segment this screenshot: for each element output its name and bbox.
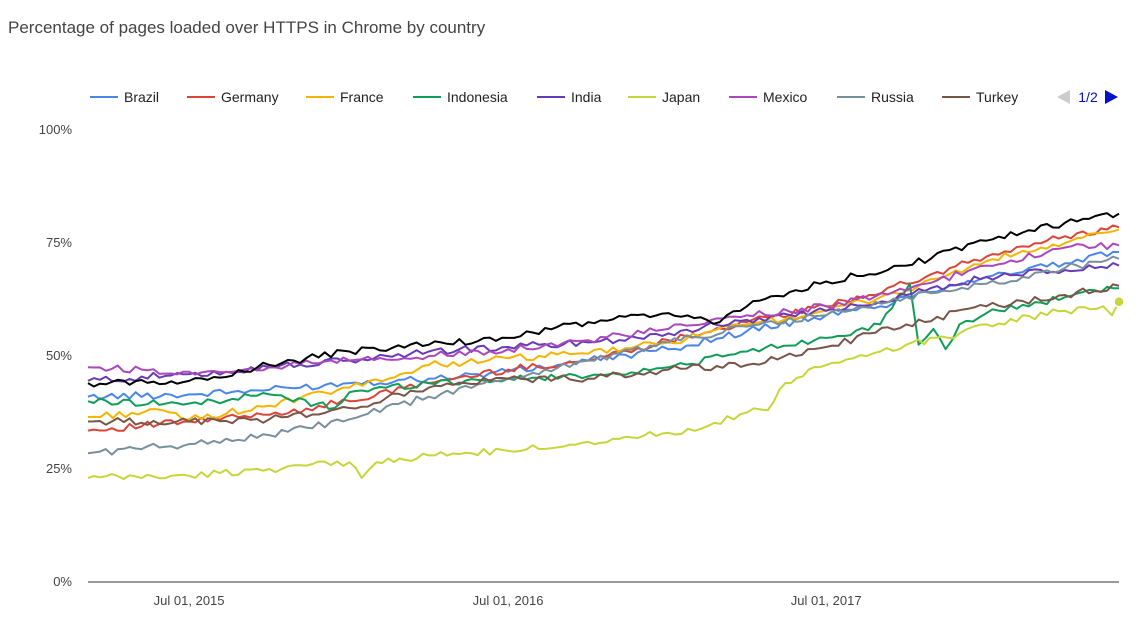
series-line-turkey — [87, 283, 1120, 426]
series-line-france — [87, 228, 1120, 421]
series-line-russia — [87, 255, 1120, 456]
legend-item: Indonesia — [447, 89, 508, 105]
y-tick-label: 25% — [46, 461, 72, 476]
legend: Brazil Germany France Indonesia India Japan Me… — [90, 89, 1118, 105]
chart-title: Percentage of pages loaded over HTTPS in… — [8, 18, 486, 37]
legend-prev-arrow-icon[interactable] — [1057, 90, 1070, 104]
series-line-germany — [87, 224, 1120, 432]
legend-item: Russia — [871, 89, 914, 105]
legend-next-arrow-icon[interactable] — [1105, 90, 1118, 104]
legend-item: Brazil — [124, 89, 159, 105]
series-line-indonesia — [87, 282, 1119, 410]
x-tick-label: Jul 01, 2016 — [473, 593, 544, 608]
y-tick-label: 50% — [46, 348, 72, 363]
x-tick-label: Jul 01, 2017 — [791, 593, 862, 608]
series-line-unlabeled — [87, 212, 1120, 388]
legend-item: Germany — [221, 89, 279, 105]
legend-item: Turkey — [976, 89, 1018, 105]
legend-page-indicator: 1/2 — [1078, 89, 1098, 105]
x-tick-label: Jul 01, 2015 — [154, 593, 225, 608]
legend-item: Mexico — [763, 89, 808, 105]
y-tick-label: 100% — [39, 122, 73, 137]
y-tick-label: 0% — [53, 574, 72, 589]
series-line-japan — [87, 301, 1120, 480]
legend-item: Japan — [662, 89, 700, 105]
legend-item: India — [571, 89, 602, 105]
axes-layer: 100% 75% 50% 25% 0% Jul 01, 2015 Jul 01, 2016 J… — [39, 122, 1119, 608]
series-end-point-japan — [1113, 296, 1125, 308]
series-layer — [87, 212, 1125, 480]
y-tick-label: 75% — [46, 235, 72, 250]
series-line-mexico — [87, 241, 1120, 376]
legend-item: France — [340, 89, 384, 105]
